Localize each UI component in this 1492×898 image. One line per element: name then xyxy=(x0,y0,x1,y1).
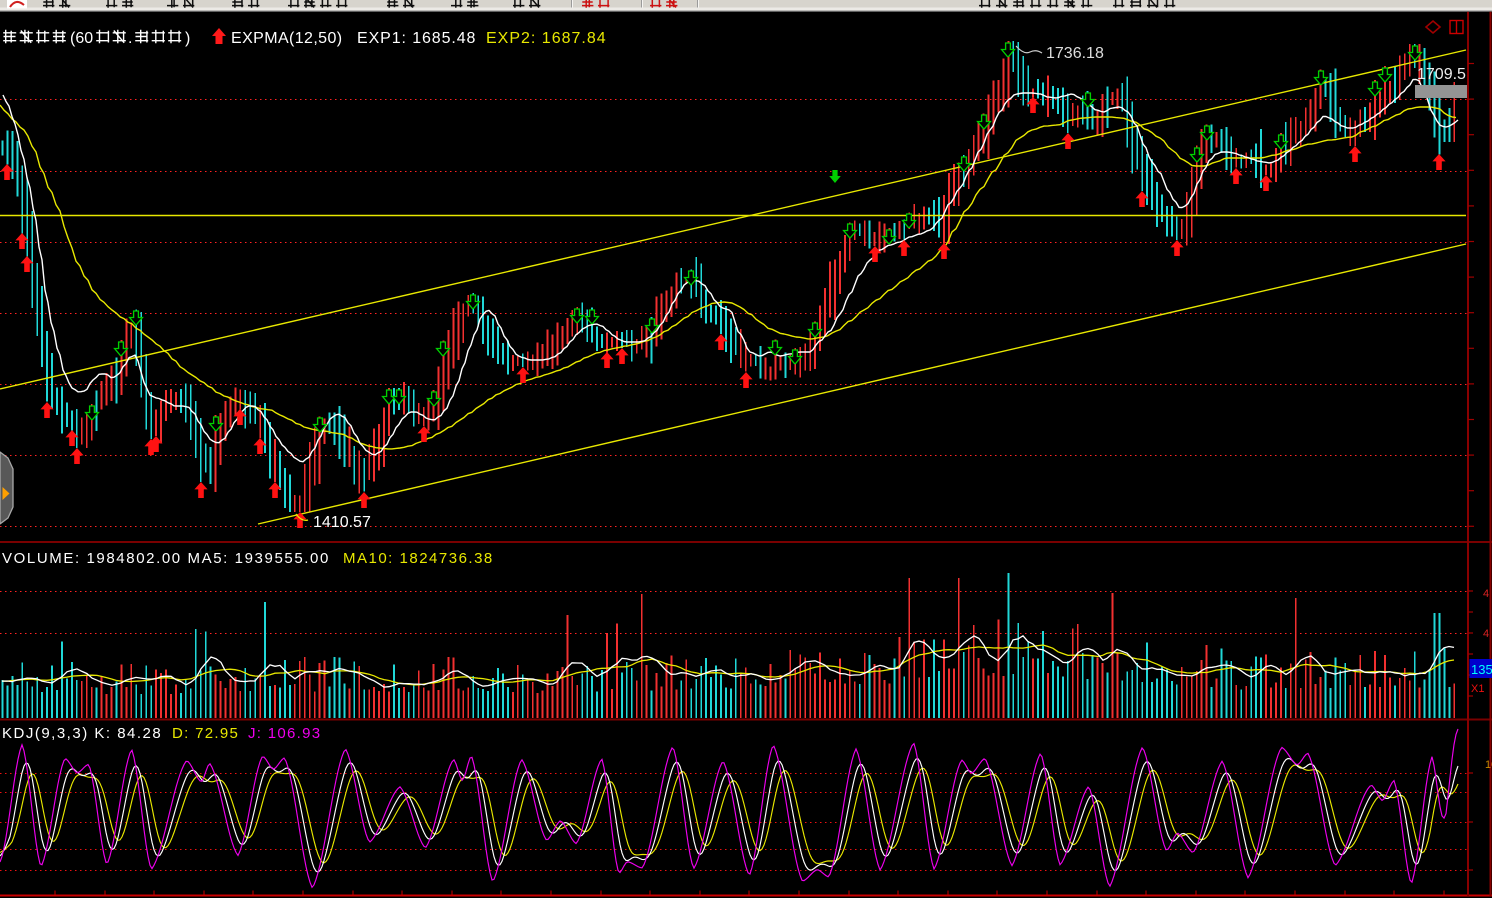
svg-text:1709.55: 1709.55 xyxy=(1417,66,1475,83)
svg-text:4: 4 xyxy=(1483,588,1489,600)
svg-text:VOLUME: 1984802.00 MA5: 193955: VOLUME: 1984802.00 MA5: 1939555.00 xyxy=(2,550,330,567)
svg-text:EXPMA(12,50): EXPMA(12,50) xyxy=(231,30,343,47)
svg-text:1359: 1359 xyxy=(1471,662,1492,677)
svg-text:D: 72.95: D: 72.95 xyxy=(172,725,239,742)
svg-text:MA10: 1824736.38: MA10: 1824736.38 xyxy=(343,550,494,567)
svg-text:1410.57: 1410.57 xyxy=(313,514,371,531)
svg-text:.: . xyxy=(128,30,132,47)
svg-text:10: 10 xyxy=(1485,759,1492,771)
svg-text:4: 4 xyxy=(1483,628,1489,640)
svg-text:1736.18: 1736.18 xyxy=(1046,45,1104,62)
svg-text:KDJ(9,3,3) K: 84.28: KDJ(9,3,3) K: 84.28 xyxy=(2,725,162,742)
svg-text:J: 106.93: J: 106.93 xyxy=(248,725,321,742)
svg-text:EXP1: 1685.48: EXP1: 1685.48 xyxy=(357,30,476,47)
svg-text:EXP2: 1687.84: EXP2: 1687.84 xyxy=(486,30,607,47)
svg-text:): ) xyxy=(185,30,190,47)
svg-text:X1: X1 xyxy=(1471,683,1484,695)
svg-text:(60: (60 xyxy=(70,30,93,47)
